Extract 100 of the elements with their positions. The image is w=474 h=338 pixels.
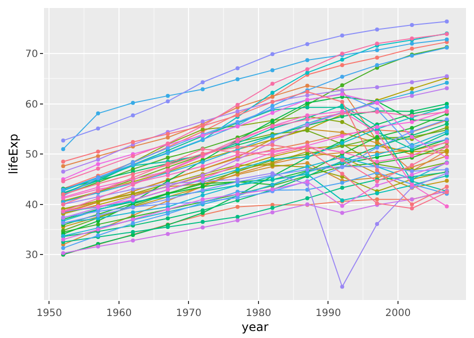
point [130, 238, 135, 243]
x-axis-title: year [242, 320, 268, 334]
point [130, 113, 135, 118]
point [236, 102, 240, 107]
point [130, 210, 135, 214]
point [61, 170, 66, 174]
point [200, 193, 205, 198]
x-tick-label: 2000 [385, 308, 411, 319]
point [61, 238, 66, 242]
point [375, 183, 380, 188]
point [61, 246, 66, 250]
point [340, 34, 344, 38]
point [410, 94, 414, 98]
point [444, 122, 449, 126]
y-axis-title: lifeExp [6, 134, 21, 174]
point [444, 38, 449, 42]
y-tick-label: 50 [25, 150, 38, 161]
point [61, 138, 66, 143]
point [270, 110, 274, 115]
point [236, 177, 240, 182]
point [340, 63, 344, 68]
y-tick-label: 30 [25, 250, 38, 262]
point [305, 42, 310, 46]
x-tick-label: 1980 [246, 308, 272, 319]
point [375, 48, 380, 52]
point [130, 172, 135, 176]
point [61, 147, 66, 152]
point [305, 105, 310, 110]
point [236, 204, 240, 209]
point [340, 210, 344, 215]
point [236, 66, 240, 70]
point [200, 208, 205, 212]
point [305, 58, 310, 62]
point [166, 99, 170, 104]
point [96, 111, 100, 116]
point [200, 119, 205, 124]
point [96, 154, 100, 158]
point [375, 168, 380, 172]
point [444, 204, 449, 208]
point [130, 100, 135, 105]
y-tick-label: 70 [25, 49, 38, 60]
point [410, 206, 414, 210]
point [200, 80, 205, 84]
point [340, 100, 344, 104]
point [305, 84, 310, 88]
point [166, 173, 170, 178]
point [305, 196, 310, 200]
point [200, 197, 205, 202]
point [375, 56, 380, 60]
point [61, 160, 66, 164]
point [166, 216, 170, 220]
point [270, 82, 274, 86]
point [166, 94, 170, 98]
point [444, 184, 449, 189]
point [200, 164, 205, 168]
point [410, 46, 414, 51]
point [166, 136, 170, 140]
point [340, 120, 344, 124]
point [410, 86, 414, 91]
x-tick-label: 1960 [106, 308, 132, 319]
x-tick-label: 1990 [316, 308, 341, 319]
point [340, 58, 344, 62]
point [270, 90, 274, 95]
point [200, 225, 205, 230]
point [270, 68, 274, 72]
point [444, 178, 449, 183]
point [96, 158, 100, 162]
point [236, 77, 240, 82]
point [444, 19, 449, 24]
point [375, 222, 380, 226]
point [166, 202, 170, 206]
point [340, 83, 344, 88]
point [305, 93, 310, 98]
point [61, 164, 66, 168]
point [96, 126, 100, 130]
x-tick-label: 1970 [176, 308, 202, 319]
y-tick-label: 40 [25, 200, 38, 211]
point [444, 80, 449, 85]
point [96, 162, 100, 166]
point [236, 214, 240, 219]
point [270, 206, 274, 210]
y-tick-label: 60 [25, 99, 38, 110]
point [410, 22, 414, 27]
point [166, 156, 170, 160]
point [200, 127, 205, 132]
point [236, 150, 240, 154]
point [96, 150, 100, 154]
point [375, 85, 380, 90]
point [200, 87, 205, 92]
point [270, 210, 274, 214]
point [130, 140, 135, 144]
point [444, 86, 449, 90]
point [270, 52, 274, 56]
point [410, 109, 414, 114]
point [340, 284, 344, 289]
point [340, 204, 344, 208]
point [375, 197, 380, 202]
point [340, 74, 344, 79]
point [270, 143, 274, 148]
point [375, 63, 380, 68]
